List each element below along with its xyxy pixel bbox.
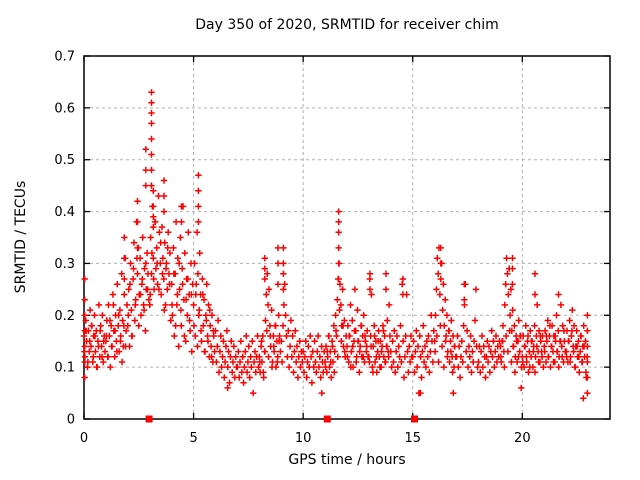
flagged-square-marker <box>411 415 419 423</box>
x-tick-label: 20 <box>514 431 531 446</box>
scatter-plus-markers <box>80 89 591 402</box>
chart-title: Day 350 of 2020, SRMTID for receiver chi… <box>195 17 499 33</box>
y-tick-label: 0.5 <box>54 153 75 168</box>
y-tick-label: 0.7 <box>54 50 75 65</box>
flagged-square-marker <box>323 415 331 423</box>
y-tick-label: 0 <box>67 413 75 428</box>
y-tick-label: 0.2 <box>54 309 75 324</box>
y-tick-label: 0.4 <box>54 205 75 220</box>
x-tick-label: 0 <box>80 431 88 446</box>
y-axis-label: SRMTID / TECUs <box>13 180 29 294</box>
x-tick-label: 10 <box>295 431 312 446</box>
plot-border <box>83 55 611 420</box>
y-tick-label: 0.6 <box>54 101 75 116</box>
x-tick-label: 5 <box>189 431 197 446</box>
y-tick-label: 0.3 <box>54 257 75 272</box>
flagged-square-marker <box>145 415 153 423</box>
y-tick-label: 0.1 <box>54 361 75 376</box>
x-axis-label: GPS time / hours <box>288 452 406 468</box>
x-tick-label: 15 <box>404 431 421 446</box>
